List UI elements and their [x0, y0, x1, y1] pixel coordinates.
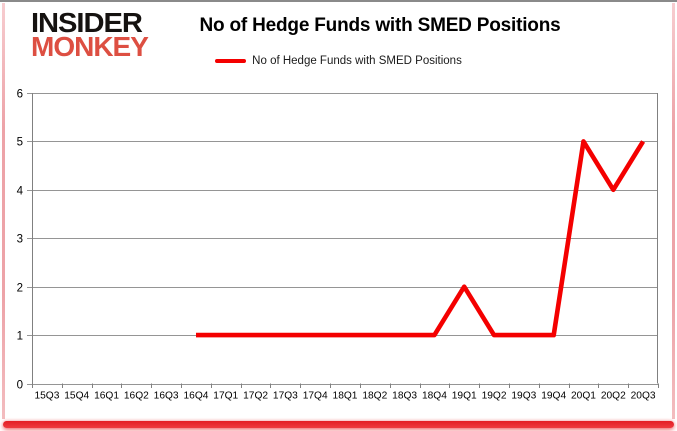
- y-tick-label: 4: [17, 186, 24, 198]
- left-frame-line: [2, 3, 5, 419]
- insider-monkey-logo: INSIDER MONKEY: [31, 8, 149, 63]
- x-tick-label: 19Q1: [452, 391, 477, 402]
- x-tick-label: 16Q1: [94, 391, 119, 402]
- x-tick-label: 18Q4: [422, 391, 447, 402]
- x-tick-label: 17Q4: [303, 391, 328, 402]
- legend: No of Hedge Funds with SMED Positions: [0, 55, 677, 67]
- x-tick-label: 20Q3: [631, 391, 656, 402]
- top-frame-line: [0, 0, 677, 2]
- logo-line-insider: INSIDER: [31, 7, 143, 38]
- x-tick-label: 19Q4: [541, 391, 566, 402]
- y-tick-label: 1: [17, 331, 23, 343]
- x-tick-label: 18Q1: [333, 391, 358, 402]
- x-tick-label: 16Q3: [154, 391, 179, 402]
- x-tick-label: 16Q2: [124, 391, 149, 402]
- x-tick-label: 17Q1: [213, 391, 238, 402]
- chart-title: No of Hedge Funds with SMED Positions: [199, 15, 561, 36]
- legend-line-swatch: [215, 59, 247, 63]
- x-tick-label: 18Q2: [362, 391, 387, 402]
- x-tick-label: 20Q1: [571, 391, 596, 402]
- y-tick-label: 5: [17, 137, 23, 149]
- series-line: [196, 139, 646, 338]
- y-tick-label: 3: [17, 234, 23, 246]
- x-tick-label: 17Q3: [273, 391, 298, 402]
- x-tick-label: 15Q3: [34, 391, 59, 402]
- x-tick-label: 17Q2: [243, 391, 268, 402]
- x-tick-label: 20Q2: [601, 391, 626, 402]
- x-tick-label: 15Q4: [64, 391, 89, 402]
- logo-line-monkey: MONKEY: [31, 31, 149, 63]
- legend-label: No of Hedge Funds with SMED Positions: [252, 55, 462, 67]
- x-tick-label: 19Q2: [482, 391, 507, 402]
- x-tick-label: 16Q4: [183, 391, 208, 402]
- y-tick-label: 6: [17, 89, 23, 101]
- y-tick-label: 2: [17, 283, 23, 295]
- x-tick-label: 18Q3: [392, 391, 417, 402]
- right-frame-line: [672, 3, 675, 419]
- y-tick-label: 0: [17, 380, 23, 392]
- x-tick-label: 19Q3: [511, 391, 536, 402]
- bottom-frame-bar: [3, 421, 674, 428]
